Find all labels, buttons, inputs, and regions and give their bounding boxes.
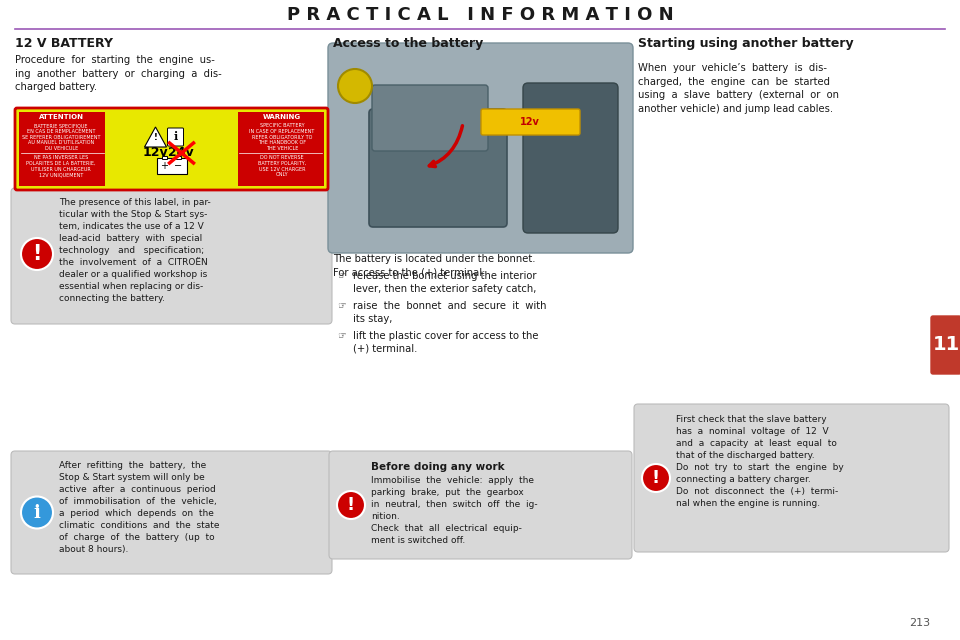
Text: !: ! <box>652 469 660 487</box>
Text: The presence of this label, in par-
ticular with the Stop & Start sys-
tem, indi: The presence of this label, in par- ticu… <box>59 198 211 303</box>
Text: Before doing any work: Before doing any work <box>371 462 505 472</box>
Text: release the bonnet using the interior
lever, then the exterior safety catch,: release the bonnet using the interior le… <box>353 271 537 294</box>
FancyBboxPatch shape <box>176 156 180 159</box>
Circle shape <box>338 69 372 103</box>
Text: The battery is located under the bonnet.
For access to the (+) terminal:: The battery is located under the bonnet.… <box>333 254 536 278</box>
Text: lift the plastic cover for access to the
(+) terminal.: lift the plastic cover for access to the… <box>353 331 539 354</box>
Text: Immobilise  the  vehicle:  apply  the
parking  brake,  put  the  gearbox
in  neu: Immobilise the vehicle: apply the parkin… <box>371 476 538 545</box>
Text: DO NOT REVERSE
BATTERY POLARITY,
USE 12V CHARGER
ONLY: DO NOT REVERSE BATTERY POLARITY, USE 12V… <box>257 155 306 177</box>
Circle shape <box>642 464 670 492</box>
FancyBboxPatch shape <box>328 43 633 253</box>
Polygon shape <box>105 112 238 186</box>
FancyBboxPatch shape <box>634 404 949 552</box>
Text: 12v: 12v <box>143 147 168 159</box>
Text: !: ! <box>33 244 41 264</box>
Text: ☞: ☞ <box>337 331 346 341</box>
Text: When  your  vehicle’s  battery  is  dis-
charged,  the  engine  can  be  started: When your vehicle’s battery is dis- char… <box>638 63 839 114</box>
Text: i: i <box>34 504 40 522</box>
Text: NE PAS INVERSER LES
POLARITES DE LA BATTERIE,
UTILISER UN CHARGEUR
12V UNIQUEMEN: NE PAS INVERSER LES POLARITES DE LA BATT… <box>27 155 96 177</box>
FancyBboxPatch shape <box>167 128 183 146</box>
Text: −: − <box>175 161 182 171</box>
Text: First check that the slave battery
has  a  nominal  voltage  of  12  V
and  a  c: First check that the slave battery has a… <box>676 415 844 508</box>
Polygon shape <box>238 112 324 186</box>
Text: 11: 11 <box>932 335 960 355</box>
Text: ☞: ☞ <box>337 301 346 311</box>
Polygon shape <box>19 112 105 186</box>
FancyBboxPatch shape <box>372 85 488 151</box>
Text: !: ! <box>154 134 157 143</box>
Text: Procedure  for  starting  the  engine  us-
ing  another  battery  or  charging  : Procedure for starting the engine us- in… <box>15 55 222 92</box>
FancyBboxPatch shape <box>11 451 332 574</box>
FancyBboxPatch shape <box>369 109 507 227</box>
Text: 12v: 12v <box>520 117 540 127</box>
Text: Starting using another battery: Starting using another battery <box>638 37 853 50</box>
Text: !: ! <box>347 496 355 514</box>
Text: +: + <box>160 161 169 171</box>
FancyBboxPatch shape <box>329 451 632 559</box>
FancyBboxPatch shape <box>523 83 618 233</box>
Text: BATTERIE SPECIFIQUE
EN CAS DE REMPLACEMENT
SE REFERER OBLIGATOIREMENT
AU MANUEL : BATTERIE SPECIFIQUE EN CAS DE REMPLACEME… <box>22 123 101 151</box>
Circle shape <box>21 497 53 529</box>
Text: SPECIFIC BATTERY
IN CASE OF REPLACEMENT
REFER OBLIGATORILY TO
THE HANDBOOK OF
TH: SPECIFIC BATTERY IN CASE OF REPLACEMENT … <box>250 123 315 151</box>
FancyBboxPatch shape <box>156 158 186 174</box>
Text: After  refitting  the  battery,  the
Stop & Start system will only be
active  af: After refitting the battery, the Stop & … <box>59 461 220 554</box>
Circle shape <box>337 491 365 519</box>
Text: i: i <box>174 131 178 143</box>
Text: 12 V BATTERY: 12 V BATTERY <box>15 37 113 50</box>
Text: raise  the  bonnet  and  secure  it  with
its stay,: raise the bonnet and secure it with its … <box>353 301 546 324</box>
FancyBboxPatch shape <box>481 109 580 135</box>
Text: ☞: ☞ <box>337 271 346 281</box>
FancyBboxPatch shape <box>15 108 328 190</box>
Text: WARNING: WARNING <box>263 114 300 120</box>
FancyBboxPatch shape <box>931 316 960 374</box>
Polygon shape <box>145 127 166 147</box>
Text: 24v: 24v <box>168 147 193 159</box>
Text: ATTENTION: ATTENTION <box>38 114 84 120</box>
Text: Access to the battery: Access to the battery <box>333 37 483 50</box>
Text: 213: 213 <box>909 618 930 628</box>
FancyBboxPatch shape <box>11 188 332 324</box>
Circle shape <box>21 238 53 270</box>
Text: P R A C T I C A L   I N F O R M A T I O N: P R A C T I C A L I N F O R M A T I O N <box>287 6 673 24</box>
FancyBboxPatch shape <box>161 156 166 159</box>
